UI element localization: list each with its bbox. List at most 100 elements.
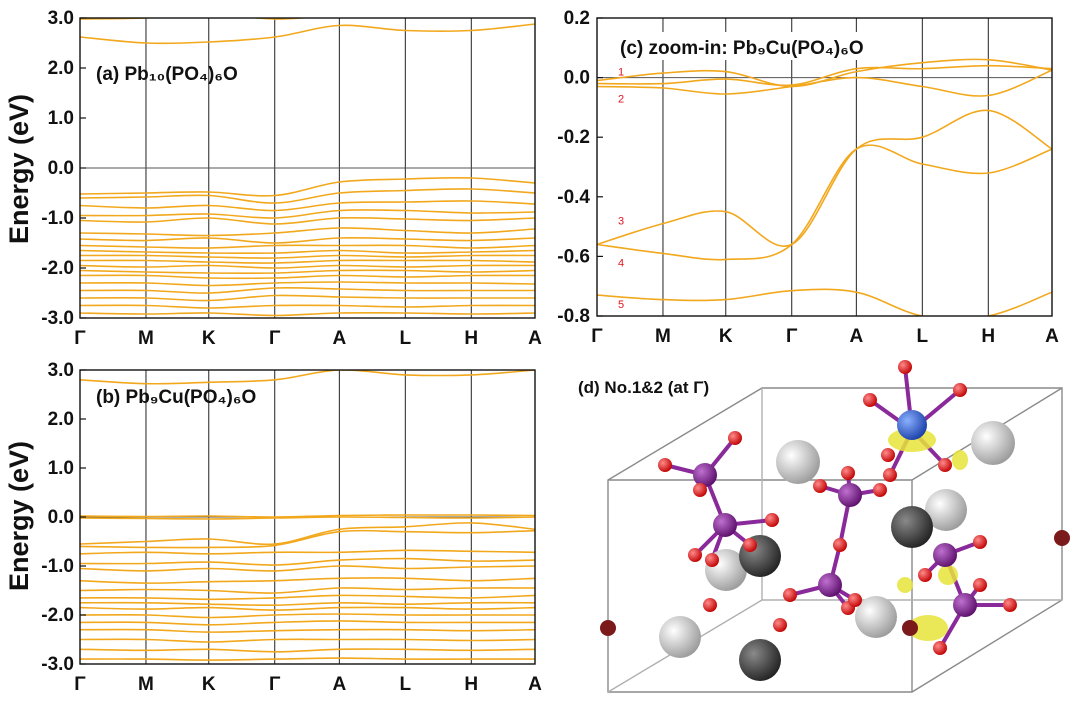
band-v19: [80, 311, 535, 317]
p-atom: [953, 593, 977, 617]
band-v3: [80, 549, 535, 555]
xtick-label: A: [849, 326, 863, 347]
isosurface-lobe: [952, 450, 968, 470]
xtick-label: A: [528, 328, 542, 349]
edge-o-atom: [600, 620, 616, 636]
xtick-label: A: [332, 328, 346, 349]
plot-frame: [596, 17, 1053, 317]
band-band2b: [597, 69, 1052, 97]
xtick-label: Γ: [74, 328, 86, 349]
band-v11: [80, 613, 535, 619]
band-v2: [80, 529, 535, 549]
band-v12: [80, 620, 535, 626]
band-v14: [80, 274, 535, 280]
edge-o-atom: [1054, 530, 1070, 546]
o-atom: [813, 479, 827, 493]
ytick-label: -0.4: [557, 187, 590, 208]
ytick-label: -3.0: [41, 654, 74, 675]
band-band3: [597, 109, 1052, 247]
o-atom: [848, 593, 862, 607]
panel-a-title: (a) Pb₁₀(PO₄)₆O: [96, 64, 238, 85]
band-v1: [80, 522, 535, 546]
band-band1: [597, 58, 1052, 88]
ytick-label: -0.6: [557, 246, 590, 267]
bands-group: [80, 370, 535, 661]
xtick-label: Γ: [786, 326, 798, 347]
ytick-label: -0.2: [557, 127, 590, 148]
band-f1: [80, 514, 535, 518]
o-atom: [881, 448, 895, 462]
band-v3: [80, 200, 535, 212]
xtick-label: M: [138, 328, 154, 349]
band-v14: [80, 638, 535, 643]
band-v7: [80, 236, 535, 244]
xtick-label: Γ: [591, 326, 603, 347]
xtick-label: Γ: [269, 328, 281, 349]
pb-atom-grey: [659, 616, 701, 658]
o-atom: [898, 360, 912, 374]
pb-atom-grey: [925, 489, 967, 531]
o-atom: [765, 513, 779, 527]
xtick-label: L: [917, 326, 929, 347]
panel-d-title: (d) No.1&2 (at Γ): [578, 378, 709, 397]
band-v10: [80, 254, 535, 259]
p-atom: [933, 543, 957, 567]
band-v8: [80, 594, 535, 601]
ytick-label: 3.0: [48, 360, 74, 381]
o-atom: [863, 393, 877, 407]
band-v2: [80, 188, 535, 204]
o-atom: [743, 538, 757, 552]
ytick-label: 1.0: [48, 458, 74, 479]
o-atom: [688, 548, 702, 562]
band-number-label: 1: [618, 67, 624, 79]
pb-atom-dark: [891, 506, 933, 548]
band-v4: [80, 557, 535, 566]
pb-atom-dark: [739, 639, 781, 681]
ytick-label: 2.0: [48, 409, 74, 430]
xtick-label: A: [332, 674, 346, 695]
band-band4: [597, 144, 1052, 261]
panel-b-band-structure: 3.02.01.00.0-1.0-2.0-3.0Γ M K Γ A L H A: [41, 360, 542, 695]
o-atom: [773, 618, 787, 632]
band-v5: [80, 565, 535, 572]
o-atom: [1003, 598, 1017, 612]
o-atom: [883, 468, 897, 482]
panel-b-ylabel: Energy (eV): [4, 441, 34, 591]
xtick-label: L: [400, 328, 412, 349]
band-v16: [80, 657, 535, 661]
isosurface-lobe: [908, 615, 948, 641]
band-v7: [80, 587, 535, 594]
o-atom: [728, 431, 742, 445]
band-v4: [80, 209, 535, 219]
panel-c-title: (c) zoom-in: Pb₉Cu(PO₄)₆O: [620, 38, 864, 59]
band-v9: [80, 249, 535, 255]
o-atom: [953, 383, 967, 397]
band-v5: [80, 216, 535, 225]
band-number-label: 5: [618, 299, 624, 311]
xtick-label: K: [202, 674, 216, 695]
o-atom: [705, 553, 719, 567]
ytick-label: 0.0: [48, 158, 74, 179]
atoms-layer: [600, 360, 1070, 681]
panel-a-ylabel: Energy (eV): [4, 94, 34, 244]
band-v11: [80, 259, 535, 264]
ytick-label: -2.0: [41, 605, 74, 626]
xtick-label: A: [528, 674, 542, 695]
o-atom: [918, 568, 932, 582]
band-c2: [80, 23, 535, 45]
xtick-label: H: [464, 328, 478, 349]
o-atom: [703, 598, 717, 612]
ytick-label: -1.0: [41, 556, 74, 577]
ytick-label: 0.0: [564, 68, 590, 89]
pb-atom-grey: [971, 421, 1015, 465]
edge-o-atom: [902, 620, 918, 636]
panel-b-title: (b) Pb₉Cu(PO₄)₆O: [96, 387, 256, 408]
ytick-label: 0.0: [48, 507, 74, 528]
band-band5: [597, 288, 1052, 316]
band-band2: [597, 64, 1052, 87]
o-atom: [933, 641, 947, 655]
band-v13: [80, 269, 535, 275]
band-v18: [80, 304, 535, 309]
o-atom: [973, 578, 987, 592]
